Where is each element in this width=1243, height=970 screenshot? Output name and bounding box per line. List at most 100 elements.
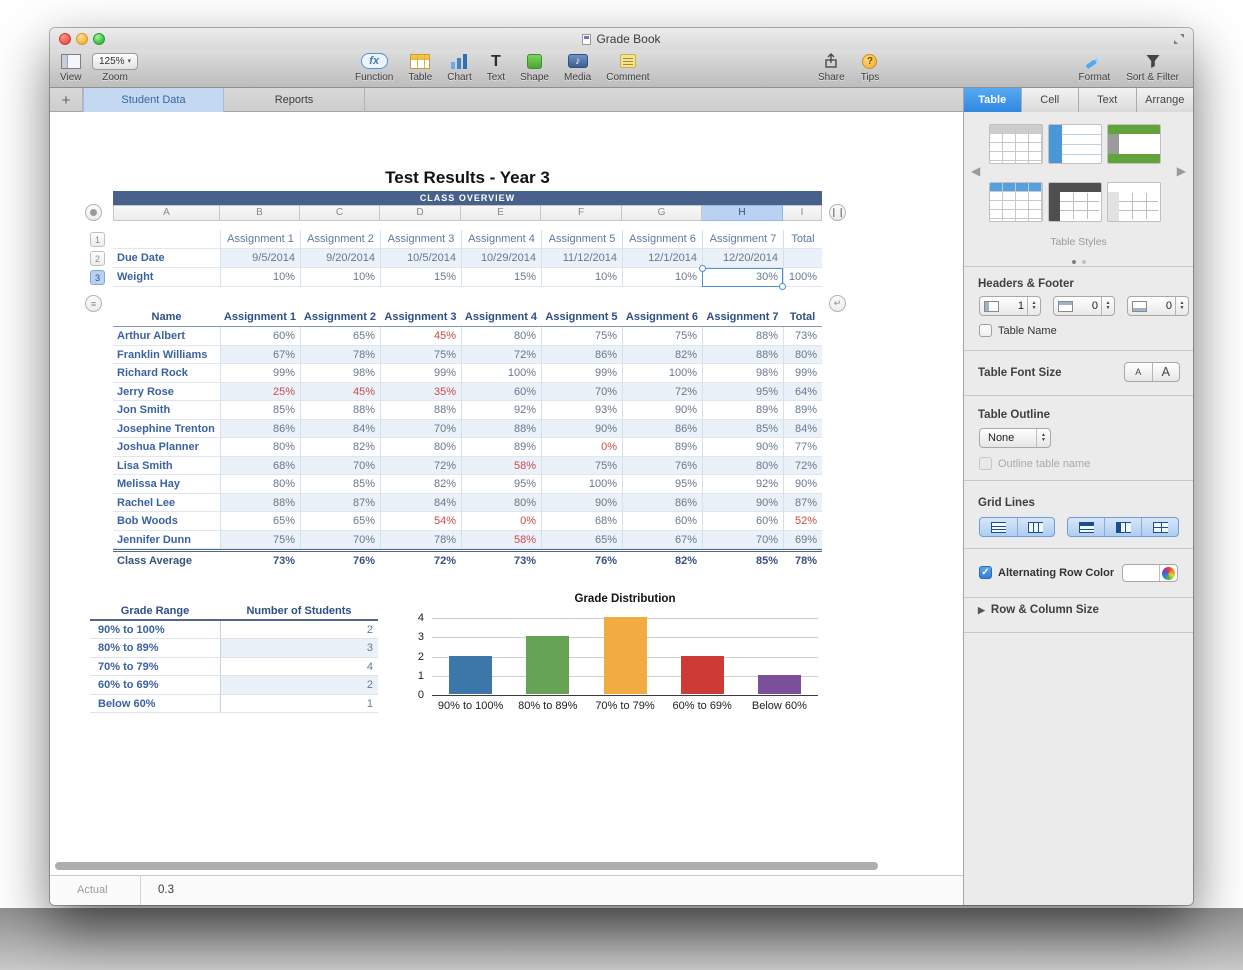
column-letter-H[interactable]: H [702,205,783,221]
cell[interactable]: 99% [541,364,622,383]
table-select-handle[interactable] [85,204,102,221]
cell[interactable]: 58% [461,530,541,549]
cell[interactable]: 60% [220,327,300,346]
cell[interactable]: 78% [300,345,380,364]
cell[interactable]: 85% [300,475,380,494]
cell[interactable]: 72% [461,345,541,364]
view-button[interactable]: View [60,52,82,83]
tab-cell[interactable]: Cell [1021,88,1079,112]
cell[interactable]: 60% [461,382,541,401]
student-name-cell[interactable]: Jon Smith [113,401,220,420]
header-footer-stepper[interactable]: 0 ▲ ▼ [1053,296,1115,316]
cell[interactable]: 70% [300,456,380,475]
table-style-thumbnail[interactable] [1048,182,1102,222]
styles-next-icon[interactable]: ▶ [1176,164,1186,178]
cell[interactable]: 10% [541,268,622,287]
cell[interactable]: Assignment 1 [220,230,300,249]
cell[interactable]: 0% [461,512,541,531]
cell[interactable]: 73% [272,555,295,567]
column-letter-A[interactable]: A [113,205,220,221]
table-style-thumbnail[interactable] [1107,182,1161,222]
cell[interactable]: Assignment 4 [461,230,541,249]
cell[interactable]: 12/20/2014 [702,249,783,268]
font-larger-button[interactable]: A [1161,365,1170,379]
row-number-1[interactable]: 1 [90,232,105,247]
students-table[interactable]: Name Assignment 1 Assignment 2 Assignment 3… [113,308,822,570]
cell[interactable]: 89% [461,438,541,457]
cell[interactable]: 90% [622,401,702,420]
cell[interactable]: 100% [541,475,622,494]
cell[interactable]: 88% [702,327,783,346]
student-name-cell[interactable]: Jennifer Dunn [113,531,220,549]
cell[interactable]: 69% [783,530,822,549]
cell[interactable]: 75% [380,345,461,364]
cell[interactable]: 99% [380,364,461,383]
sheet-tab-reports[interactable]: Reports [224,88,365,112]
cell[interactable]: 87% [783,493,822,512]
count-cell[interactable]: 3 [220,639,378,658]
cell[interactable]: Weight [113,268,220,287]
selection-handle-br[interactable] [779,283,786,290]
count-cell[interactable]: 1 [220,694,378,713]
styles-prev-icon[interactable]: ◀ [971,164,981,178]
cell[interactable]: 80% [461,327,541,346]
cell[interactable]: Assignment 7 [702,230,783,249]
cell[interactable]: 72% [433,555,456,567]
cell[interactable]: 80% [380,438,461,457]
cell[interactable]: 99% [783,364,822,383]
sort-filter-button[interactable]: Sort & Filter [1126,52,1179,83]
grid-header-columns-button[interactable] [1105,518,1142,536]
cell[interactable]: 15% [461,268,541,287]
cell[interactable]: 92% [702,475,783,494]
font-smaller-button[interactable]: A [1125,363,1153,381]
cell[interactable]: 73% [513,555,536,567]
cell[interactable]: 80% [702,456,783,475]
cell[interactable]: 78% [380,530,461,549]
cell[interactable]: 52% [783,512,822,531]
column-letter-C[interactable]: C [300,205,380,221]
student-name-cell[interactable]: Arthur Albert [113,327,220,346]
students-table-row-handle[interactable]: ≡ [85,295,102,312]
cell[interactable]: 98% [702,364,783,383]
cell[interactable]: 80% [783,345,822,364]
cell[interactable]: 10/29/2014 [461,249,541,268]
shape-button[interactable]: Shape [520,52,549,83]
cell[interactable]: Assignment 2 [300,230,380,249]
cell[interactable]: 90% [702,438,783,457]
cell[interactable]: 88% [461,419,541,438]
cell[interactable]: 64% [783,382,822,401]
cell[interactable]: 75% [622,327,702,346]
cell[interactable]: 88% [220,493,300,512]
stepper-arrows-icon[interactable]: ▲ ▼ [1101,297,1114,315]
cell[interactable]: 87% [300,493,380,512]
student-name-cell[interactable]: Richard Rock [113,364,220,383]
cell[interactable]: 72% [783,456,822,475]
cell[interactable]: 10/5/2014 [380,249,461,268]
cell[interactable]: 86% [622,419,702,438]
cell[interactable]: 73% [783,327,822,346]
cell[interactable]: 89% [622,438,702,457]
cell[interactable]: 75% [541,327,622,346]
cell[interactable]: 67% [220,345,300,364]
column-letter-G[interactable]: G [622,205,702,221]
table-button[interactable]: Table [408,52,432,83]
column-letter-D[interactable]: D [380,205,461,221]
student-name-cell[interactable]: Josephine Trenton [113,420,220,438]
grid-vertical-lines-button[interactable] [1018,518,1055,536]
cell[interactable]: 9/20/2014 [300,249,380,268]
cell[interactable]: 58% [461,456,541,475]
cell[interactable]: 10% [300,268,380,287]
cell[interactable]: 85% [220,401,300,420]
cell[interactable]: 82% [300,438,380,457]
cell[interactable]: 70% [300,530,380,549]
student-name-cell[interactable]: Lisa Smith [113,457,220,475]
selection-handle-tl[interactable] [699,265,706,272]
zoom-dropdown[interactable]: 125% ▾ [92,52,138,70]
cell[interactable]: 88% [702,345,783,364]
chart-button[interactable]: Chart [447,52,472,83]
cell[interactable]: 10% [622,268,702,287]
cell[interactable]: 76% [622,456,702,475]
range-cell[interactable]: 70% to 79% [90,658,220,677]
students-table-return-handle[interactable]: ↵ [829,295,846,312]
